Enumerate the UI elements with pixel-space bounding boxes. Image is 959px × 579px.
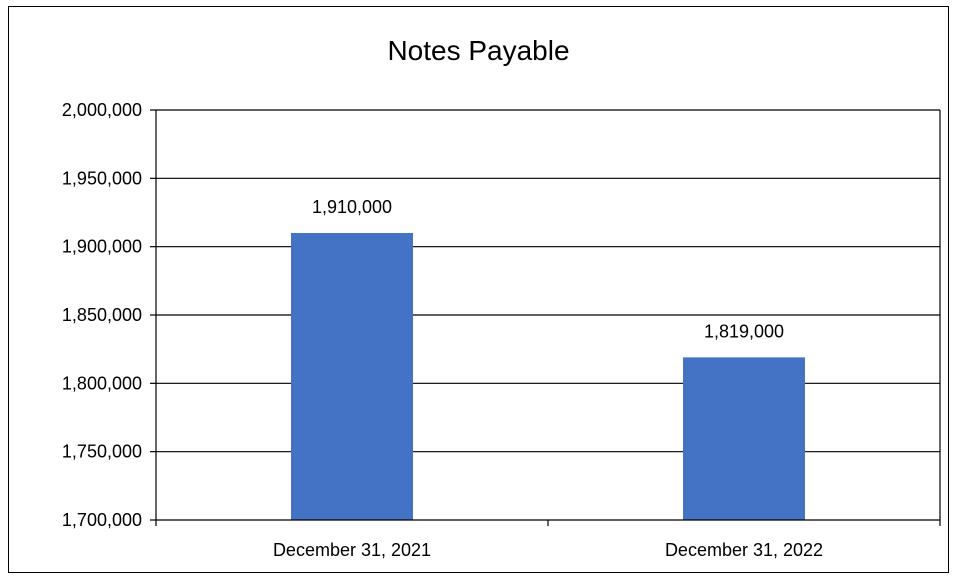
y-tick-label: 1,950,000: [62, 168, 142, 188]
bar: [291, 233, 413, 520]
axes: [150, 109, 941, 526]
y-tick-label: 1,700,000: [62, 510, 142, 530]
y-tick-label: 1,850,000: [62, 305, 142, 325]
labels: 1,700,000 1,750,000 1,800,000 1,850,000 1,90…: [62, 100, 823, 560]
gridlines: [156, 109, 940, 453]
data-label: 1,819,000: [704, 321, 784, 341]
y-tick-label: 1,750,000: [62, 442, 142, 462]
y-tick-label: 1,900,000: [62, 237, 142, 257]
y-tick-label: 1,800,000: [62, 373, 142, 393]
bars: [291, 233, 805, 520]
x-tick-label: December 31, 2022: [665, 540, 823, 560]
bar: [683, 357, 805, 520]
chart-title: Notes Payable: [387, 35, 570, 66]
data-label: 1,910,000: [312, 197, 392, 217]
y-tick-label: 2,000,000: [62, 100, 142, 120]
x-tick-label: December 31, 2021: [273, 540, 431, 560]
chart-frame: Notes Payable: [8, 6, 949, 573]
